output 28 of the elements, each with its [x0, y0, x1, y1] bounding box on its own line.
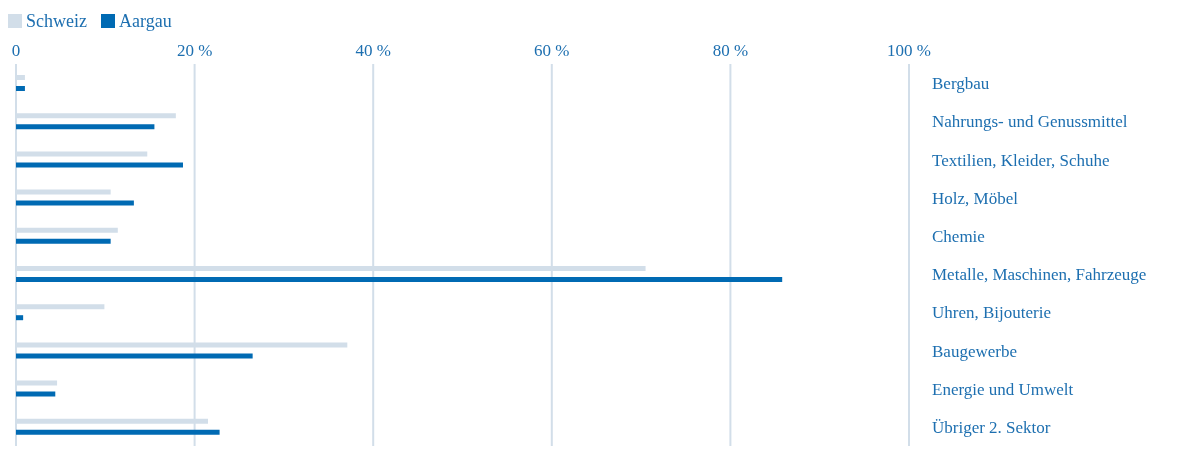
y-tick-label: Uhren, Bijouterie	[932, 303, 1051, 323]
bar	[16, 162, 183, 168]
y-tick-label: Baugewerbe	[932, 341, 1017, 361]
bar	[16, 277, 783, 282]
bar	[16, 353, 253, 359]
bar	[16, 429, 220, 435]
bar	[16, 315, 24, 321]
y-tick-label: Chemie	[932, 226, 985, 246]
legend-label: Aargau	[118, 10, 172, 32]
y-tick-label: Energie und Umwelt	[932, 379, 1074, 399]
bar	[16, 238, 111, 244]
x-tick-label: 40 %	[355, 41, 391, 60]
y-tick-label: Metalle, Maschinen, Fahrzeuge	[932, 265, 1147, 285]
x-tick-label: 20 %	[176, 41, 213, 60]
bar	[16, 200, 134, 206]
bar	[16, 391, 56, 397]
y-tick-label: Bergbau	[932, 74, 990, 94]
x-tick-label: 0	[11, 41, 21, 60]
x-tick-label: 80 %	[712, 41, 749, 60]
x-tick-label: 60 %	[534, 41, 570, 60]
y-tick-label: Übriger 2. Sektor	[932, 417, 1051, 437]
bar	[16, 124, 155, 130]
y-tick-label: Textilien, Kleider, Schuhe	[932, 150, 1110, 170]
y-tick-label: Nahrungs- und Genussmittel	[932, 112, 1128, 132]
bar	[16, 86, 25, 91]
x-tick-label: 100 %	[887, 41, 931, 60]
y-tick-label: Holz, Möbel	[932, 188, 1019, 208]
legend-label: Schweiz	[26, 10, 87, 32]
